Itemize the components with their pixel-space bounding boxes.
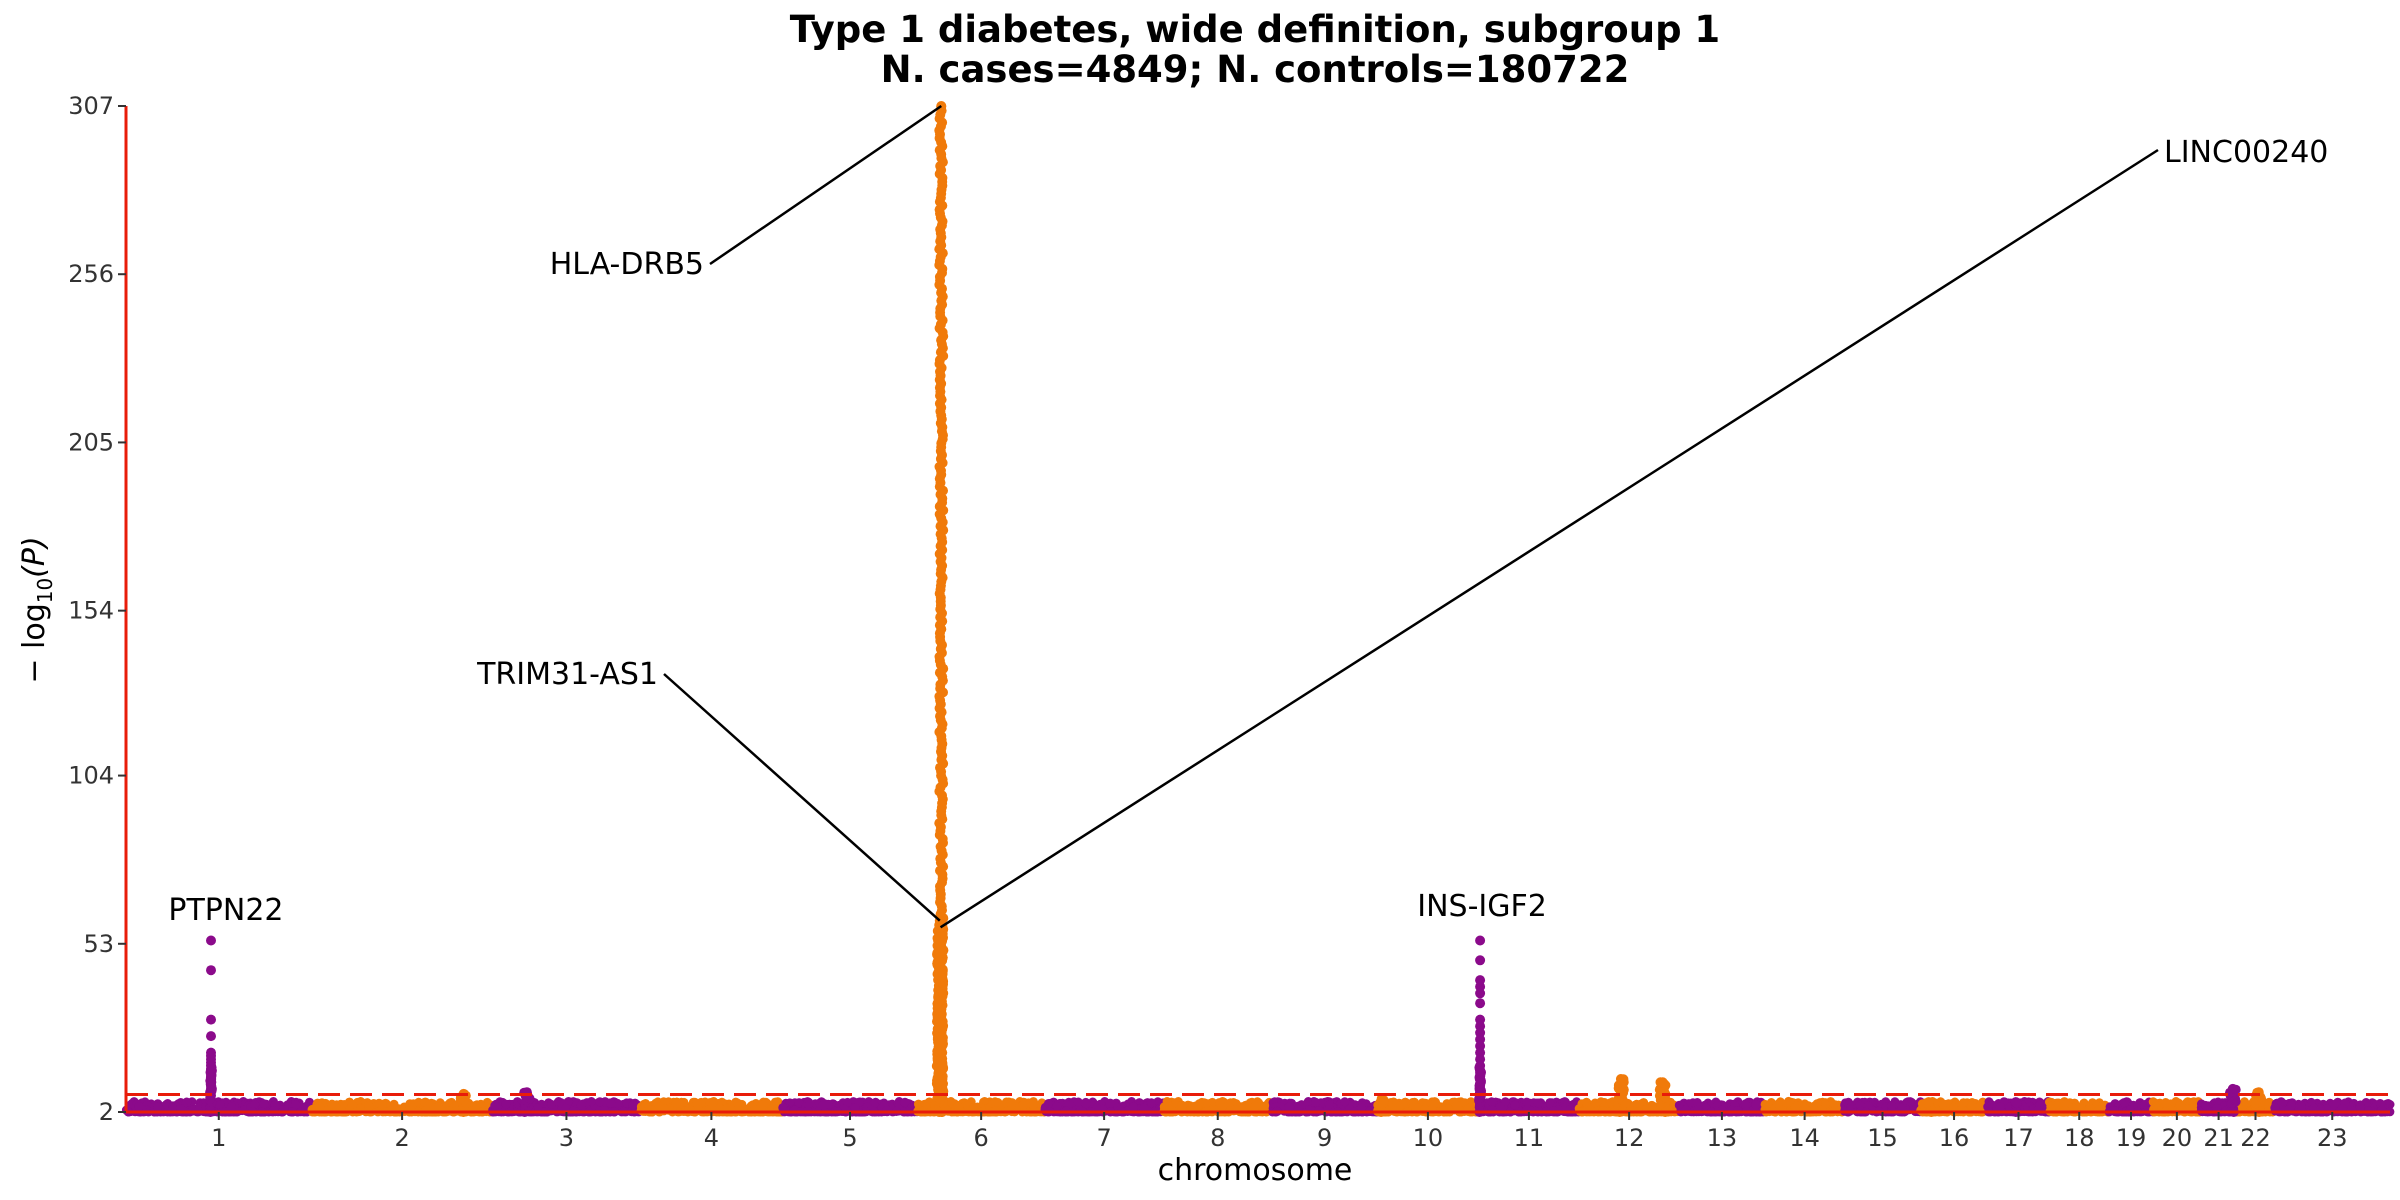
peak-point bbox=[206, 935, 216, 946]
data-point bbox=[2201, 1100, 2211, 1110]
data-point bbox=[900, 1097, 910, 1107]
data-point bbox=[946, 1097, 956, 1106]
data-point bbox=[1487, 1097, 1497, 1107]
peak-point bbox=[206, 965, 216, 976]
data-point bbox=[1452, 1101, 1462, 1111]
peak-point bbox=[206, 1031, 216, 1042]
data-point bbox=[1887, 1101, 1897, 1111]
data-point bbox=[1967, 1100, 1977, 1110]
data-point bbox=[1995, 1102, 2005, 1112]
chart-title: Type 1 diabetes, wide definition, subgro… bbox=[790, 8, 1720, 51]
data-point bbox=[1177, 1100, 1187, 1110]
data-point bbox=[1284, 1102, 1294, 1112]
data-point bbox=[291, 1100, 300, 1110]
data-point bbox=[389, 1099, 399, 1109]
data-point bbox=[733, 1098, 742, 1108]
data-point bbox=[547, 1099, 556, 1109]
data-point bbox=[1510, 1100, 1520, 1110]
data-point bbox=[1201, 1099, 1211, 1108]
data-point bbox=[2277, 1098, 2286, 1108]
data-point bbox=[850, 1103, 860, 1113]
data-point bbox=[628, 1100, 638, 1110]
data-point bbox=[215, 1100, 225, 1110]
data-point bbox=[818, 1100, 828, 1110]
data-point bbox=[1226, 1098, 1236, 1108]
data-point bbox=[1192, 1101, 1202, 1111]
data-point bbox=[671, 1099, 681, 1109]
data-point bbox=[595, 1097, 605, 1107]
data-point bbox=[1311, 1097, 1321, 1107]
data-points bbox=[121, 101, 2395, 1117]
data-point bbox=[377, 1099, 387, 1109]
data-point bbox=[134, 1102, 144, 1112]
data-point bbox=[226, 1102, 236, 1112]
data-point bbox=[2296, 1102, 2306, 1112]
data-point bbox=[794, 1098, 804, 1108]
data-point bbox=[490, 1101, 500, 1111]
peak-point bbox=[206, 1014, 216, 1025]
data-point bbox=[1028, 1100, 1038, 1110]
data-point bbox=[606, 1098, 616, 1108]
data-point bbox=[315, 1101, 325, 1111]
data-point bbox=[1044, 1099, 1053, 1108]
data-point bbox=[259, 1099, 269, 1109]
chart-subtitle: N. cases=4849; N. controls=180722 bbox=[881, 48, 1630, 91]
data-point bbox=[778, 1103, 788, 1113]
data-point bbox=[2140, 1100, 2149, 1109]
data-point bbox=[1018, 1100, 1028, 1110]
data-point bbox=[613, 1098, 623, 1108]
data-point bbox=[1146, 1098, 1156, 1108]
peak-point bbox=[206, 1062, 217, 1073]
data-point bbox=[2161, 1098, 2171, 1107]
data-point bbox=[586, 1097, 596, 1106]
data-point bbox=[501, 1099, 511, 1109]
data-point bbox=[1250, 1101, 1260, 1111]
data-point bbox=[771, 1098, 781, 1108]
data-point bbox=[1395, 1101, 1405, 1111]
data-point bbox=[1340, 1097, 1350, 1107]
data-point bbox=[1751, 1100, 1761, 1110]
data-point bbox=[327, 1099, 337, 1109]
data-point bbox=[1802, 1105, 1811, 1115]
data-point bbox=[153, 1102, 163, 1112]
data-point bbox=[1905, 1097, 1915, 1107]
data-point bbox=[1129, 1102, 1138, 1112]
data-point bbox=[1081, 1099, 1091, 1109]
data-point bbox=[1105, 1098, 1115, 1108]
data-point bbox=[1052, 1101, 1062, 1111]
data-point bbox=[1938, 1099, 1948, 1109]
data-point bbox=[953, 1101, 963, 1111]
data-point bbox=[576, 1100, 586, 1110]
data-point bbox=[1533, 1098, 1543, 1108]
data-point bbox=[1073, 1097, 1083, 1107]
